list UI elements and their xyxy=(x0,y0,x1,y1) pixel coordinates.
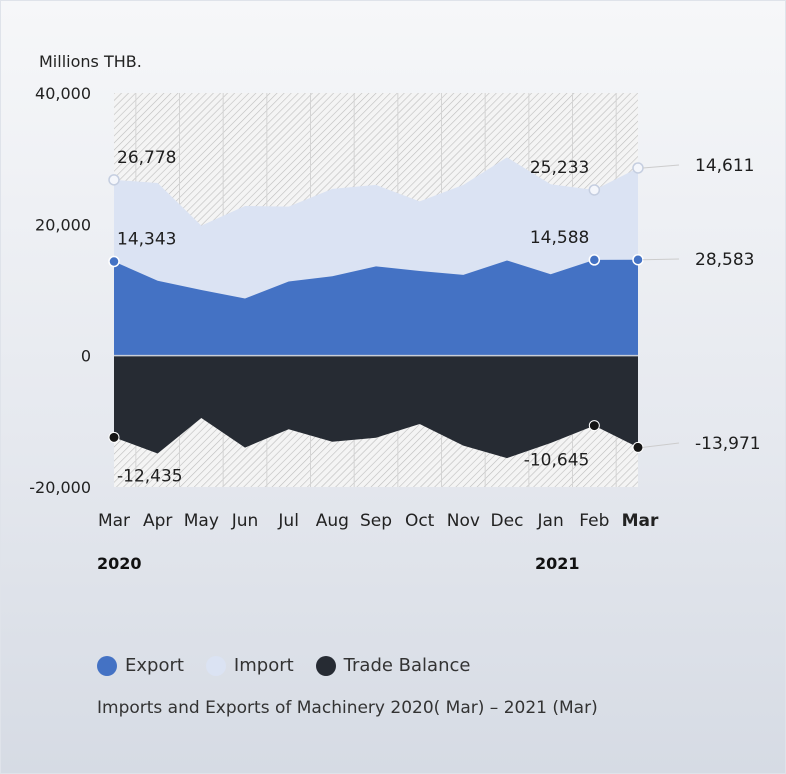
end-label: 28,583 xyxy=(695,250,754,270)
legend-item-import[interactable]: Import xyxy=(205,655,294,676)
x-tick-label: Apr xyxy=(143,511,172,531)
data-label: 14,588 xyxy=(530,228,589,248)
end-label-connector xyxy=(642,258,680,261)
x-tick-label: Jan xyxy=(537,511,564,531)
y-tick-label: 20,000 xyxy=(35,215,91,234)
y-tick-label: 40,000 xyxy=(35,84,91,103)
export-point xyxy=(108,255,120,268)
legend-label-import: Import xyxy=(233,655,294,676)
x-tick-label: Jul xyxy=(277,511,299,531)
export-point xyxy=(632,253,644,266)
data-label: 25,233 xyxy=(530,158,589,178)
data-label: 26,778 xyxy=(117,148,176,168)
area-chart: 40,000 20,000 0 -20,000 Mar Apr May Jun Jul Aug Se… xyxy=(29,84,761,531)
end-label: 14,611 xyxy=(695,156,754,176)
legend-marker-export xyxy=(97,655,117,676)
import-point xyxy=(588,184,601,196)
legend-label-trade-balance: Trade Balance xyxy=(343,655,471,676)
x-tick-label: Feb xyxy=(579,511,609,531)
x-tick-label: Aug xyxy=(316,511,349,531)
import-point xyxy=(108,174,120,186)
x-tick-label: Nov xyxy=(447,511,480,531)
end-label-connector xyxy=(642,164,680,169)
year-label-2020: 2020 xyxy=(97,554,142,573)
import-point xyxy=(632,162,644,174)
trade-balance-point xyxy=(632,441,644,453)
x-tick-label: Dec xyxy=(491,511,524,531)
export-area xyxy=(114,259,638,356)
data-label: -10,645 xyxy=(524,451,590,471)
data-label: 14,343 xyxy=(117,229,176,249)
y-axis-unit-label: Millions THB. xyxy=(39,52,142,71)
x-tick-label: May xyxy=(184,511,219,531)
end-label-connector xyxy=(642,442,680,448)
x-tick-label: Mar xyxy=(98,511,130,531)
y-tick-label: 0 xyxy=(81,347,91,366)
year-label-2021: 2021 xyxy=(535,554,580,573)
legend: Export Import Trade Balance xyxy=(97,655,492,676)
y-tick-label: -20,000 xyxy=(29,478,91,497)
legend-item-trade-balance[interactable]: Trade Balance xyxy=(315,655,471,676)
trade-balance-area xyxy=(114,355,638,459)
legend-item-export[interactable]: Export xyxy=(97,655,184,676)
x-tick-label: Sep xyxy=(360,511,392,531)
legend-marker-import xyxy=(205,655,226,676)
legend-label-export: Export xyxy=(125,655,184,676)
x-tick-label: Mar xyxy=(622,511,659,531)
legend-marker-trade-balance xyxy=(315,655,336,676)
data-label: -12,435 xyxy=(117,466,183,486)
end-label: -13,971 xyxy=(695,434,761,454)
trade-balance-point xyxy=(588,420,600,432)
export-point xyxy=(588,254,601,266)
chart-caption: Imports and Exports of Machinery 2020( M… xyxy=(97,698,598,718)
x-tick-label: Oct xyxy=(405,511,435,531)
x-tick-label: Jun xyxy=(231,511,259,531)
trade-balance-point xyxy=(108,431,120,443)
